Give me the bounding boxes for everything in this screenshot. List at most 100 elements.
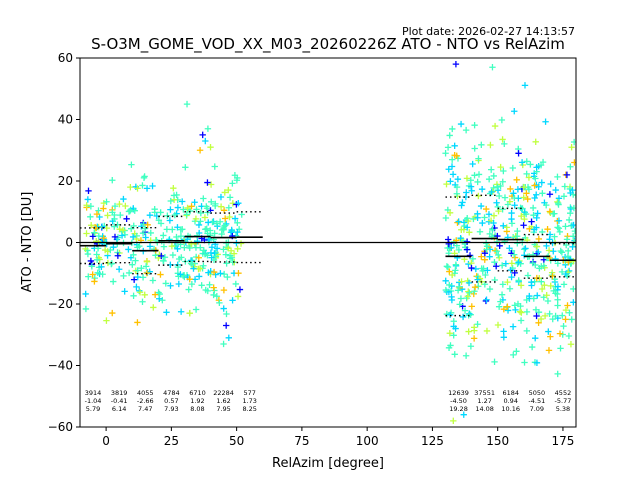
- data-point: [468, 264, 475, 272]
- data-point: [188, 280, 196, 288]
- data-point: [200, 195, 207, 202]
- data-point: [93, 210, 101, 218]
- data-point: [163, 226, 171, 233]
- data-point: [175, 255, 183, 263]
- data-point: [513, 348, 520, 355]
- data-point: [533, 359, 541, 367]
- data-point: [533, 191, 540, 198]
- data-point: [567, 209, 574, 217]
- data-point: [225, 186, 232, 194]
- data-point: [509, 164, 516, 172]
- data-point: [142, 234, 149, 241]
- data-point: [94, 269, 101, 276]
- data-point: [88, 263, 96, 270]
- data-point: [188, 203, 195, 210]
- bin-count-label: 37551: [474, 389, 495, 397]
- data-point: [536, 265, 543, 272]
- data-point: [479, 219, 486, 227]
- bin-count-label: 4055: [137, 389, 154, 397]
- bin-count-label: 5050: [529, 389, 546, 397]
- data-point: [220, 246, 227, 253]
- bin-count-label: 3819: [111, 389, 128, 397]
- data-point: [521, 252, 528, 259]
- data-point: [491, 258, 498, 266]
- data-point: [146, 268, 153, 275]
- data-point: [521, 359, 528, 366]
- data-point: [546, 208, 554, 215]
- data-point: [130, 292, 137, 300]
- data-point: [184, 204, 191, 212]
- data-point: [478, 253, 485, 260]
- data-point: [207, 181, 215, 188]
- data-point: [501, 140, 508, 148]
- data-point: [544, 297, 552, 305]
- data-point: [469, 160, 476, 168]
- bin-std-label: 7.47: [138, 405, 152, 413]
- bin-mean-label: -5.77: [555, 397, 572, 405]
- data-point: [522, 210, 530, 218]
- data-point: [220, 286, 228, 294]
- data-point: [500, 222, 507, 230]
- x-axis: 0 25 50 75 100 125 150 175: [102, 427, 574, 448]
- data-point: [111, 223, 118, 230]
- data-point: [125, 269, 133, 277]
- data-point: [443, 310, 451, 318]
- data-point: [234, 293, 242, 300]
- data-point: [491, 122, 499, 130]
- data-point: [471, 172, 478, 179]
- data-point: [217, 270, 224, 277]
- bin-count-label: 12639: [448, 389, 469, 397]
- data-point: [508, 215, 515, 223]
- y-tick-label: 20: [58, 174, 73, 188]
- data-point: [116, 200, 123, 208]
- data-point: [84, 196, 92, 203]
- data-point: [546, 310, 553, 318]
- data-point: [221, 189, 228, 196]
- data-point: [452, 261, 460, 268]
- data-point: [497, 163, 504, 171]
- data-point: [123, 215, 130, 223]
- data-point: [554, 199, 562, 207]
- data-point: [136, 289, 144, 296]
- data-point: [210, 284, 217, 291]
- data-point: [463, 246, 471, 253]
- data-point: [530, 295, 538, 302]
- data-point: [208, 244, 216, 251]
- data-point: [163, 309, 170, 316]
- data-point: [511, 194, 518, 202]
- data-point: [555, 217, 563, 224]
- data-point: [565, 332, 573, 340]
- data-point: [127, 183, 134, 191]
- data-point: [85, 273, 92, 280]
- data-point: [486, 253, 493, 260]
- data-point: [496, 242, 503, 250]
- data-point: [103, 224, 110, 232]
- data-point: [465, 328, 472, 335]
- data-point: [223, 260, 230, 267]
- x-tick-label: 175: [551, 434, 574, 448]
- bin-mean-label: -1.04: [85, 397, 102, 405]
- data-point: [531, 226, 538, 233]
- data-point: [570, 285, 576, 293]
- data-point: [534, 210, 541, 217]
- data-point: [213, 245, 221, 252]
- x-axis-label: RelAzim [degree]: [272, 456, 384, 471]
- data-point: [212, 253, 220, 260]
- data-point: [499, 136, 506, 143]
- data-point: [455, 246, 463, 254]
- data-point: [506, 245, 513, 252]
- data-point: [465, 279, 473, 287]
- data-point: [449, 171, 457, 178]
- y-axis: −60 −40 −20 0 20 40 60: [48, 51, 80, 434]
- data-point: [104, 212, 111, 219]
- data-point: [521, 82, 529, 89]
- bin-statistics-text: 3914-1.045.79 3819-0.416.14 4055-2.667.47 4…: [85, 389, 572, 413]
- data-point: [488, 188, 495, 196]
- data-point: [84, 250, 92, 258]
- data-point: [464, 224, 471, 231]
- bin-mean-label: 1.27: [477, 397, 491, 405]
- data-point: [569, 233, 576, 240]
- bin-std-label: 14.08: [475, 405, 494, 413]
- data-point: [221, 222, 228, 230]
- data-point: [233, 177, 241, 184]
